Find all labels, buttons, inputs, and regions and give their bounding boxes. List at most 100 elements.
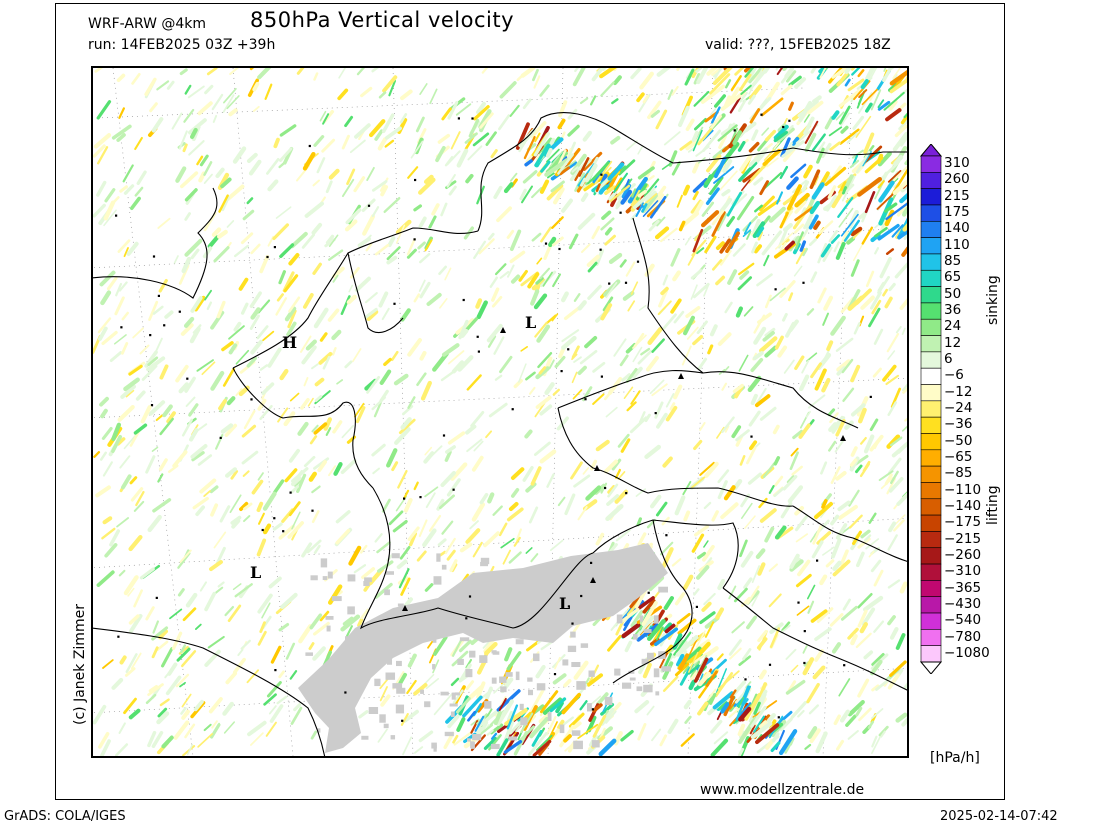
- velocity-streak: [182, 607, 197, 622]
- velocity-streak: [676, 613, 691, 625]
- velocity-streak: [754, 204, 763, 213]
- velocity-streak: [811, 540, 824, 559]
- velocity-streak: [794, 200, 807, 214]
- velocity-streak: [269, 704, 284, 723]
- velocity-streak: [708, 693, 717, 705]
- velocity-streak: [340, 614, 361, 632]
- velocity-streak: [192, 496, 209, 510]
- velocity-streak: [243, 502, 253, 511]
- terrain-pixel: [368, 707, 379, 714]
- terrain-pixel: [469, 650, 476, 658]
- velocity-streak: [431, 203, 440, 216]
- velocity-streak: [756, 273, 773, 287]
- velocity-streak: [116, 517, 129, 528]
- velocity-streak: [212, 114, 218, 123]
- velocity-streak: [379, 369, 392, 385]
- velocity-streak: [779, 211, 789, 229]
- velocity-streak: [602, 296, 614, 312]
- velocity-streak: [185, 396, 196, 407]
- velocity-streak: [531, 729, 543, 747]
- velocity-streak: [806, 584, 816, 600]
- velocity-streak: [600, 217, 615, 231]
- velocity-streak: [134, 136, 143, 151]
- velocity-streak: [374, 129, 384, 141]
- velocity-streak: [145, 693, 157, 705]
- velocity-streak: [855, 706, 863, 717]
- velocity-streak: [870, 659, 883, 676]
- velocity-streak: [812, 665, 826, 680]
- velocity-streak: [810, 68, 817, 74]
- velocity-streak: [722, 159, 733, 174]
- velocity-streak: [157, 707, 168, 718]
- velocity-streak: [262, 523, 272, 535]
- velocity-streak: [180, 644, 187, 654]
- velocity-streak: [472, 132, 490, 147]
- velocity-streak: [677, 618, 697, 635]
- velocity-streak: [549, 539, 564, 552]
- velocity-streak: [748, 147, 768, 168]
- velocity-streak: [867, 720, 875, 730]
- velocity-streak: [325, 427, 332, 436]
- velocity-streak: [779, 280, 796, 298]
- velocity-streak: [448, 185, 457, 196]
- velocity-streak: [539, 84, 550, 97]
- velocity-streak: [827, 185, 837, 200]
- velocity-streak: [213, 246, 230, 263]
- velocity-streak: [591, 68, 603, 82]
- velocity-streak: [902, 223, 907, 232]
- velocity-streak: [759, 195, 775, 212]
- velocity-streak: [126, 241, 139, 256]
- velocity-streak: [406, 248, 417, 259]
- velocity-streak: [574, 170, 582, 182]
- velocity-streak: [653, 193, 665, 207]
- city-dot: [413, 238, 416, 241]
- velocity-streak: [151, 117, 164, 133]
- velocity-streak: [742, 229, 752, 237]
- velocity-streak: [278, 670, 285, 679]
- velocity-streak: [562, 716, 574, 726]
- velocity-streak: [432, 659, 440, 674]
- colorbar-swatch: [920, 220, 942, 238]
- velocity-streak: [717, 670, 740, 690]
- colorbar-tick-label: −6: [944, 367, 964, 384]
- velocity-streak: [478, 238, 495, 255]
- velocity-streak: [783, 359, 795, 374]
- velocity-streak: [359, 544, 368, 554]
- velocity-streak: [649, 195, 667, 219]
- terrain-pixel: [395, 704, 405, 714]
- copyright-label: (c) Janek Zimmer: [72, 604, 88, 725]
- velocity-streak: [840, 297, 855, 314]
- city-dot: [782, 125, 785, 129]
- velocity-streak: [587, 715, 597, 733]
- velocity-streak: [533, 293, 548, 310]
- velocity-streak: [681, 345, 692, 366]
- timestamp-label: 2025-02-14-07:42: [940, 809, 1058, 824]
- velocity-streak: [852, 229, 862, 239]
- border-line: [557, 407, 794, 507]
- velocity-streak: [779, 165, 789, 180]
- velocity-streak: [322, 113, 330, 125]
- velocity-streak: [298, 624, 313, 644]
- velocity-streak: [297, 421, 309, 436]
- velocity-streak: [175, 166, 187, 183]
- velocity-streak: [380, 694, 391, 707]
- velocity-streak: [738, 354, 749, 372]
- city-dot: [414, 178, 417, 182]
- velocity-streak: [573, 660, 589, 680]
- velocity-streak: [327, 584, 343, 605]
- velocity-streak: [240, 639, 251, 650]
- velocity-streak: [699, 461, 715, 476]
- velocity-streak: [499, 270, 510, 279]
- velocity-streak: [637, 723, 647, 741]
- velocity-streak: [803, 116, 815, 135]
- velocity-streak: [473, 105, 490, 121]
- velocity-streak: [774, 232, 794, 250]
- velocity-streak: [518, 725, 535, 743]
- velocity-streak: [697, 671, 711, 687]
- velocity-streak: [603, 459, 618, 474]
- velocity-streak: [785, 70, 797, 83]
- velocity-streak: [114, 296, 125, 316]
- velocity-streak: [211, 227, 222, 238]
- velocity-streak: [550, 180, 565, 193]
- velocity-streak: [886, 477, 896, 495]
